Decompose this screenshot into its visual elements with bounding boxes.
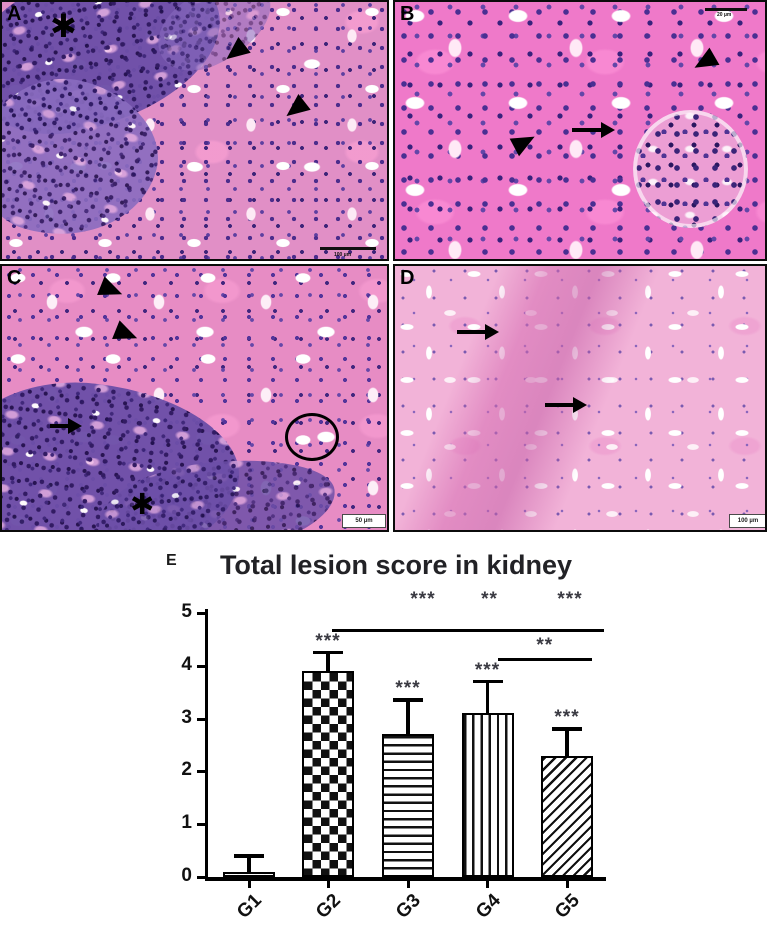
x-label-g2: G2 xyxy=(312,890,345,923)
y-tick-label: 5 xyxy=(181,601,192,622)
error-bar-stem-g1 xyxy=(247,855,251,874)
y-tick-label: 3 xyxy=(181,706,192,728)
asterisk-marker: ✱ xyxy=(50,7,77,45)
histology-panel-b: B 20 µm xyxy=(393,0,767,261)
plot-area: 0 1 2 3 4 5 G1 *** G2 *** G3 *** G4 *** G5 *** ** *** ** xyxy=(0,532,767,929)
arrow-icon xyxy=(572,122,615,138)
panel-a-label: A xyxy=(7,3,22,25)
error-bar-cap-g3 xyxy=(393,698,423,702)
y-tick-mark xyxy=(197,717,205,721)
y-tick-label: 0 xyxy=(181,865,192,886)
lesion-score-chart: E Total lesion score in kidney 0 1 2 3 4 5 G1 *… xyxy=(0,532,767,929)
y-axis xyxy=(204,609,208,881)
scale-bar-label: 100 µm xyxy=(334,252,352,258)
x-label-g5: G5 xyxy=(551,890,584,923)
scale-bar xyxy=(320,247,376,250)
comparison-line-1 xyxy=(332,628,604,633)
scale-bar: 100 µm xyxy=(729,514,765,528)
error-bar-stem-g4 xyxy=(485,681,490,716)
arrowhead-icon xyxy=(97,276,126,304)
bar-g1 xyxy=(223,871,275,877)
scale-bar-label: 50 µm xyxy=(355,518,373,524)
x-tick-mark xyxy=(486,880,489,888)
histology-panel-c: C ✱ 50 µm xyxy=(0,264,389,532)
scale-bar-label: 100 µm xyxy=(737,518,759,524)
scale-bar xyxy=(705,8,747,11)
error-bar-cap-g4 xyxy=(472,679,503,684)
significance-stars-g3: *** xyxy=(395,678,421,700)
y-tick-mark xyxy=(197,770,205,774)
x-tick-mark xyxy=(565,880,569,888)
scale-bar: 50 µm xyxy=(342,514,386,528)
x-axis xyxy=(204,877,606,881)
comparison-stars: ** xyxy=(481,588,498,610)
comparison-line-2 xyxy=(497,657,592,662)
scale-bar-label: 20 µm xyxy=(717,12,732,18)
comparison-stars: ** xyxy=(536,634,554,656)
panel-c-label: C xyxy=(7,267,22,289)
y-tick-mark xyxy=(197,876,205,879)
error-bar-cap-g1 xyxy=(234,854,264,858)
bar-g4 xyxy=(461,713,514,877)
arrow-icon xyxy=(545,397,587,413)
y-tick-label: 4 xyxy=(181,653,192,675)
arrowhead-icon xyxy=(280,94,311,124)
y-tick-mark xyxy=(197,612,205,615)
arrow-icon xyxy=(50,418,82,434)
histology-panel-d: D 100 µm xyxy=(393,264,767,532)
fibrosis-band xyxy=(395,266,661,530)
bar-g2 xyxy=(302,671,354,877)
y-tick-label: 2 xyxy=(181,759,192,781)
significance-stars-g5: *** xyxy=(554,707,580,729)
bar-g3 xyxy=(382,734,434,877)
error-bar-stem-g5 xyxy=(565,729,569,758)
histology-panel-a: A ✱ 100 µm xyxy=(0,0,389,261)
error-bar-cap-g5 xyxy=(552,727,582,731)
asterisk-marker: ✱ xyxy=(130,487,155,521)
y-tick-mark xyxy=(197,664,205,668)
panel-e-label: E xyxy=(166,552,177,569)
x-tick-mark xyxy=(247,880,251,888)
x-tick-mark xyxy=(406,880,410,888)
significance-stars-g2: *** xyxy=(315,630,341,652)
arrowhead-icon xyxy=(689,47,720,77)
comparison-stars: *** xyxy=(410,588,436,610)
bar-g5 xyxy=(541,755,593,877)
arrowhead-icon xyxy=(509,127,540,157)
glomerulus-structure xyxy=(633,110,748,228)
chart-title: Total lesion score in kidney xyxy=(219,550,573,580)
x-tick-mark xyxy=(326,880,330,888)
comparison-stars: *** xyxy=(557,588,583,610)
arrowhead-icon xyxy=(112,320,141,348)
arrow-icon xyxy=(457,324,499,340)
panel-b-label: B xyxy=(400,3,415,25)
error-bar-stem-g3 xyxy=(406,700,410,737)
error-bar-stem-g2 xyxy=(326,652,330,674)
x-label-g1: G1 xyxy=(233,890,266,923)
significance-stars-g4: *** xyxy=(474,659,501,681)
circle-annotation xyxy=(285,413,339,461)
y-tick-mark xyxy=(197,823,205,827)
error-bar-cap-g2 xyxy=(313,650,343,655)
y-tick-label: 1 xyxy=(181,812,192,834)
x-label-g3: G3 xyxy=(392,890,425,923)
x-label-g4: G4 xyxy=(471,890,505,923)
panel-d-label: D xyxy=(400,267,415,289)
